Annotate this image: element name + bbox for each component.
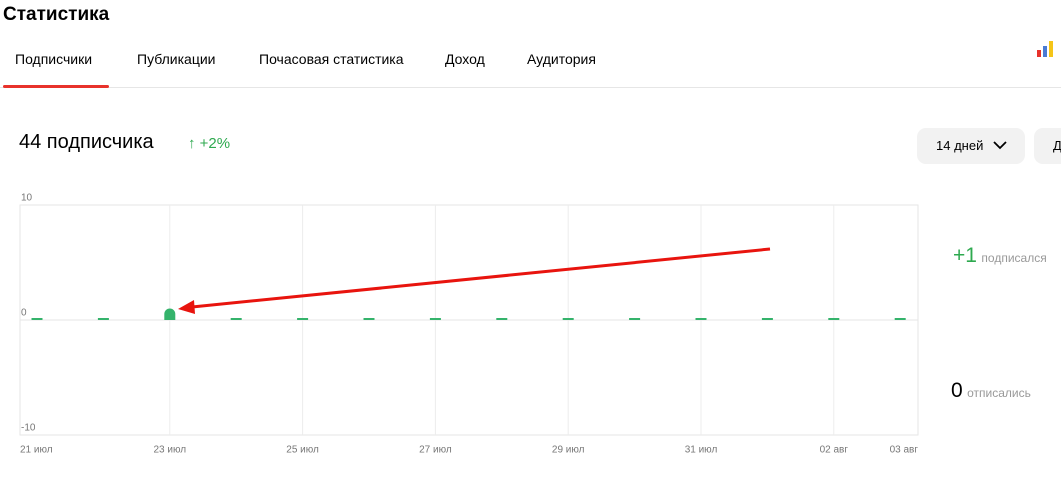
- growth: ↑ +2%: [188, 135, 231, 152]
- subscriber-count: 44 подписчика: [19, 131, 154, 153]
- y-tick-label: -10: [21, 423, 36, 434]
- logo: [1037, 41, 1053, 57]
- bar: [31, 318, 43, 320]
- button[interactable]: Д: [1034, 128, 1061, 164]
- tab[interactable]: Подписчики: [15, 51, 93, 67]
- stat-label: подписался: [981, 251, 1047, 265]
- bar: [629, 318, 641, 320]
- divider: [0, 87, 1061, 88]
- y-tick-label: 0: [21, 308, 27, 319]
- annotation-arrow: [191, 247, 771, 309]
- bar: [429, 318, 441, 320]
- page-title: Статистика: [3, 4, 110, 25]
- bar: [761, 318, 773, 320]
- x-tick-label: 21 июл: [20, 445, 53, 456]
- x-tick-label: 27 июл: [419, 445, 452, 456]
- stat-label: отписались: [967, 386, 1031, 400]
- period-button[interactable]: 14 дней: [917, 128, 1025, 164]
- bar: [164, 308, 176, 320]
- tab[interactable]: Доход: [445, 51, 485, 67]
- tab[interactable]: Аудитория: [527, 51, 596, 67]
- stat-value: +1: [953, 244, 977, 267]
- tab[interactable]: Публикации: [137, 51, 216, 67]
- y-tick-label: 10: [21, 193, 33, 204]
- x-tick-label: 03 авг: [890, 445, 919, 456]
- x-tick-label: 25 июл: [286, 445, 319, 456]
- bar: [894, 318, 906, 320]
- chart: -10 0 10 21 июл 23 июл 25 июл 27 июл 29 июл 31 и…: [19, 193, 919, 456]
- chevron: [993, 141, 1007, 150]
- x-tick-label: 31 июл: [685, 445, 718, 456]
- bar: [828, 318, 840, 320]
- bar: [297, 318, 309, 320]
- stat-unsubscribed: 0 отписались: [951, 379, 1031, 403]
- growth-value: +2%: [199, 135, 231, 152]
- button-label: Д: [1053, 138, 1061, 153]
- bar: [695, 318, 707, 320]
- x-tick-label: 23 июл: [153, 445, 186, 456]
- bar: [363, 318, 375, 320]
- annotation-arrowhead: [178, 300, 195, 314]
- tab[interactable]: Почасовая статистика: [259, 51, 404, 67]
- bar: [496, 318, 508, 320]
- period-label: 14 дней: [936, 138, 984, 153]
- stat-subscribed: +1 подписался: [953, 244, 1047, 268]
- bar: [230, 318, 242, 320]
- active-tab-indicator: [3, 85, 109, 88]
- x-tick-label: 29 июл: [552, 445, 585, 456]
- bar: [562, 318, 574, 320]
- stat-value: 0: [951, 379, 963, 402]
- x-tick-label: 02 авг: [820, 445, 849, 456]
- bar: [97, 318, 109, 320]
